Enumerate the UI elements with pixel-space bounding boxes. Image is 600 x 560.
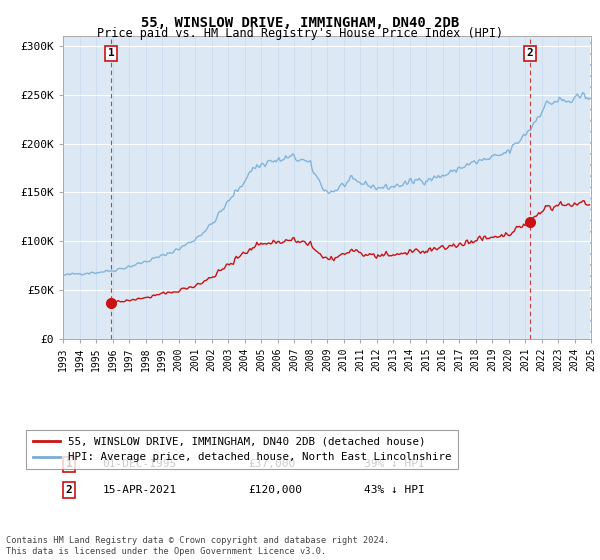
Text: Contains HM Land Registry data © Crown copyright and database right 2024.
This d: Contains HM Land Registry data © Crown c… <box>6 536 389 556</box>
Text: £37,000: £37,000 <box>248 459 295 469</box>
Text: 39% ↓ HPI: 39% ↓ HPI <box>364 459 425 469</box>
Legend: 55, WINSLOW DRIVE, IMMINGHAM, DN40 2DB (detached house), HPI: Average price, det: 55, WINSLOW DRIVE, IMMINGHAM, DN40 2DB (… <box>26 431 458 469</box>
Text: 01-DEC-1995: 01-DEC-1995 <box>103 459 177 469</box>
Text: 2: 2 <box>526 49 533 58</box>
Bar <box>63 36 64 339</box>
Text: 15-APR-2021: 15-APR-2021 <box>103 485 177 495</box>
Text: 55, WINSLOW DRIVE, IMMINGHAM, DN40 2DB: 55, WINSLOW DRIVE, IMMINGHAM, DN40 2DB <box>141 16 459 30</box>
Text: 1: 1 <box>108 49 115 58</box>
Text: 43% ↓ HPI: 43% ↓ HPI <box>364 485 425 495</box>
Bar <box>63 36 64 339</box>
Bar <box>590 36 591 339</box>
Text: Price paid vs. HM Land Registry's House Price Index (HPI): Price paid vs. HM Land Registry's House … <box>97 27 503 40</box>
Text: 1: 1 <box>65 459 73 469</box>
Bar <box>590 36 591 339</box>
Text: £120,000: £120,000 <box>248 485 302 495</box>
Text: 2: 2 <box>65 485 73 495</box>
